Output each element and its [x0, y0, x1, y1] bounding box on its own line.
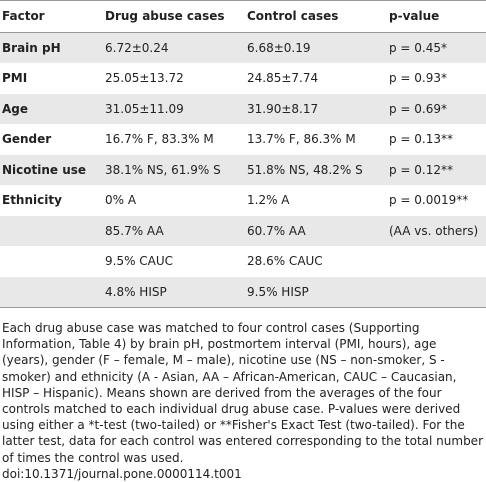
cell: (AA vs. others) — [387, 215, 486, 246]
cell: 4.8% HISP — [103, 276, 245, 308]
cell: 31.05±11.09 — [103, 93, 245, 124]
cell: 9.5% HISP — [245, 276, 387, 308]
data-table: Factor Drug abuse cases Control cases p-val… — [0, 0, 486, 308]
cell — [387, 276, 486, 308]
table-row: Nicotine use 38.1% NS, 61.9% S 51.8% NS, 4… — [0, 154, 486, 185]
header-cell: Control cases — [245, 0, 387, 33]
header-cell: Drug abuse cases — [103, 0, 245, 33]
cell: 24.85±7.74 — [247, 71, 319, 86]
cell: p = 0.13** — [389, 132, 454, 147]
cell: 13.7% F, 86.3% M — [247, 132, 356, 147]
row-label: Brain pH — [0, 32, 103, 63]
table-row: 85.7% AA 60.7% AA (AA vs. others) — [0, 215, 486, 246]
cell: p = 0.93* — [389, 71, 448, 86]
table-row: Ethnicity 0% A 1.2% A p = 0.0019** — [0, 185, 486, 216]
cell: 85.7% AA — [103, 215, 245, 246]
cell: 51.8% NS, 48.2% S — [245, 154, 387, 185]
cell — [387, 246, 486, 277]
cell: p = 0.12** — [387, 154, 486, 185]
table-row: 4.8% HISP 9.5% HISP — [0, 276, 486, 308]
cell: 6.72±0.24 — [103, 32, 245, 63]
table-row: 9.5% CAUC 28.6% CAUC — [0, 246, 486, 277]
cell: 9.5% CAUC — [105, 254, 174, 269]
cell: p = 0.45* — [387, 32, 486, 63]
doi: doi:10.1371/journal.pone.0000114.t001 — [2, 466, 242, 481]
header-cell: p-value — [387, 0, 486, 33]
cell: 31.90±8.17 — [245, 93, 387, 124]
table-body: Brain pH 6.72±0.24 6.68±0.19 p = 0.45* PMI 25… — [0, 32, 486, 308]
row-label — [0, 246, 103, 277]
row-label: PMI — [2, 71, 28, 86]
row-label — [0, 215, 103, 246]
cell: p = 0.0019** — [389, 193, 469, 208]
header-cell: Factor — [0, 0, 103, 33]
row-label: Gender — [2, 132, 52, 147]
footnote: Each drug abuse case was matched to four… — [2, 321, 483, 465]
table-row: PMI 25.05±13.72 24.85±7.74 p = 0.93* — [0, 63, 486, 94]
cell: 28.6% CAUC — [247, 254, 323, 269]
row-label — [0, 276, 103, 308]
cell: 60.7% AA — [245, 215, 387, 246]
row-label: Age — [0, 93, 103, 124]
table-row: Age 31.05±11.09 31.90±8.17 p = 0.69* — [0, 93, 486, 124]
header-row: Factor Drug abuse cases Control cases p-val… — [0, 0, 486, 33]
table-row: Gender 16.7% F, 83.3% M 13.7% F, 86.3% M p … — [0, 124, 486, 155]
table-row: Brain pH 6.72±0.24 6.68±0.19 p = 0.45* — [0, 32, 486, 63]
cell: p = 0.69* — [387, 93, 486, 124]
cell: 25.05±13.72 — [105, 71, 184, 86]
cell: 0% A — [105, 193, 137, 208]
row-label: Ethnicity — [2, 193, 62, 208]
cell: 16.7% F, 83.3% M — [105, 132, 214, 147]
row-label: Nicotine use — [0, 154, 103, 185]
cell: 1.2% A — [247, 193, 290, 208]
cell: 6.68±0.19 — [245, 32, 387, 63]
cell: 38.1% NS, 61.9% S — [103, 154, 245, 185]
